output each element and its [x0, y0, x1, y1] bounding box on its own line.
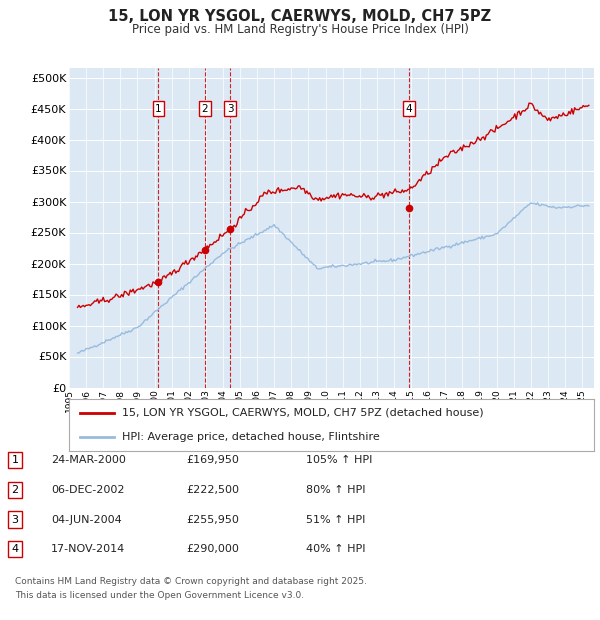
Text: 2: 2 [11, 485, 19, 495]
Text: £255,950: £255,950 [186, 515, 239, 525]
Text: 4: 4 [11, 544, 19, 554]
Text: This data is licensed under the Open Government Licence v3.0.: This data is licensed under the Open Gov… [15, 591, 304, 600]
Text: 1: 1 [155, 104, 162, 113]
Text: £169,950: £169,950 [186, 455, 239, 465]
Text: £290,000: £290,000 [186, 544, 239, 554]
Text: 40% ↑ HPI: 40% ↑ HPI [306, 544, 365, 554]
Text: 3: 3 [227, 104, 233, 113]
Text: 2: 2 [201, 104, 208, 113]
Text: 15, LON YR YSGOL, CAERWYS, MOLD, CH7 5PZ: 15, LON YR YSGOL, CAERWYS, MOLD, CH7 5PZ [109, 9, 491, 24]
Text: 105% ↑ HPI: 105% ↑ HPI [306, 455, 373, 465]
Text: 04-JUN-2004: 04-JUN-2004 [51, 515, 122, 525]
Text: £222,500: £222,500 [186, 485, 239, 495]
Text: Price paid vs. HM Land Registry's House Price Index (HPI): Price paid vs. HM Land Registry's House … [131, 23, 469, 36]
Text: 80% ↑ HPI: 80% ↑ HPI [306, 485, 365, 495]
Text: 15, LON YR YSGOL, CAERWYS, MOLD, CH7 5PZ (detached house): 15, LON YR YSGOL, CAERWYS, MOLD, CH7 5PZ… [121, 408, 483, 418]
Text: Contains HM Land Registry data © Crown copyright and database right 2025.: Contains HM Land Registry data © Crown c… [15, 577, 367, 586]
Text: 24-MAR-2000: 24-MAR-2000 [51, 455, 126, 465]
Text: 17-NOV-2014: 17-NOV-2014 [51, 544, 125, 554]
Text: 4: 4 [406, 104, 412, 113]
Text: 06-DEC-2002: 06-DEC-2002 [51, 485, 125, 495]
Text: 1: 1 [11, 455, 19, 465]
Text: 51% ↑ HPI: 51% ↑ HPI [306, 515, 365, 525]
Text: HPI: Average price, detached house, Flintshire: HPI: Average price, detached house, Flin… [121, 432, 379, 442]
Text: 3: 3 [11, 515, 19, 525]
